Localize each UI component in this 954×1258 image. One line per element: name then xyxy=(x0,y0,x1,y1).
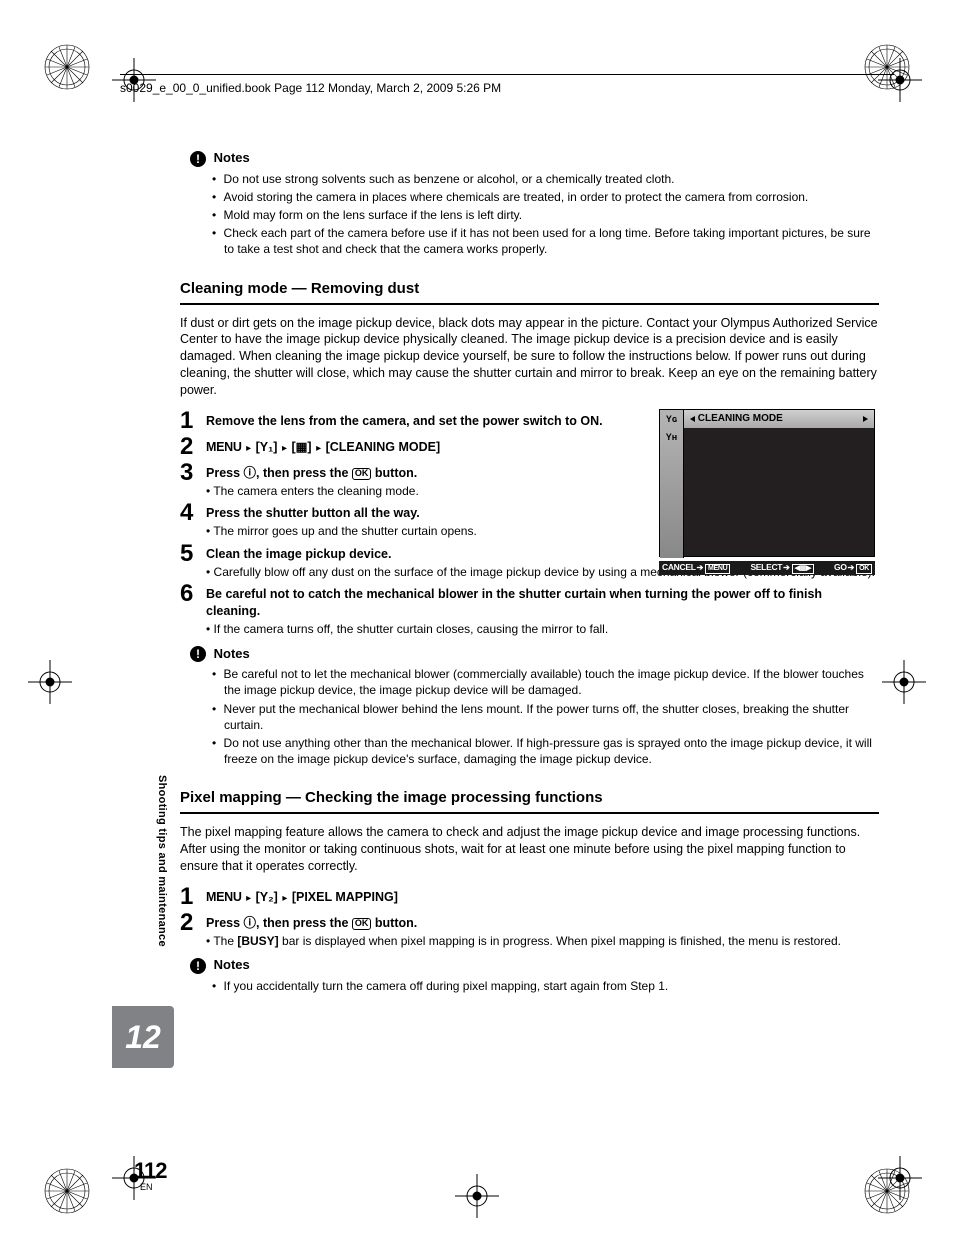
caution-icon: ! xyxy=(190,958,206,974)
step-text: , then press the xyxy=(256,466,352,480)
section-rule xyxy=(180,812,879,814)
section-rule xyxy=(180,303,879,305)
section-paragraph: The pixel mapping feature allows the cam… xyxy=(180,824,879,875)
path-arrow-icon: ▸ xyxy=(281,443,288,454)
section-title: Cleaning mode ― Removing dust xyxy=(180,280,879,297)
footer-cancel: CANCEL xyxy=(662,562,696,572)
menu-label: MENU xyxy=(206,440,242,454)
steps-container: 1 MENU ▸ [Y₂] ▸ [PIXEL MAPPING] 2 Press … xyxy=(180,885,879,949)
page-number: 112 xyxy=(134,1158,167,1184)
notes-label: Notes xyxy=(214,150,250,165)
step-text: Be careful not to catch the mechanical b… xyxy=(206,587,822,618)
caution-icon: ! xyxy=(190,151,206,167)
dpad-icon: ⓘ xyxy=(244,916,257,930)
step-number: 4 xyxy=(180,501,206,525)
step-text: , then press the xyxy=(256,916,352,930)
step-row: 2 Press ⓘ, then press the OK button. The… xyxy=(180,911,879,949)
section-paragraph: If dust or dirt gets on the image pickup… xyxy=(180,315,879,399)
screen-footer: CANCEL➔MENU SELECT➔◀▦▶ GO➔OK xyxy=(659,561,875,575)
cropmark-icon xyxy=(878,1156,922,1200)
path-arrow-icon: ▸ xyxy=(245,443,252,454)
lcd-screen: Yɢ Yн CLEANING MODE xyxy=(659,409,875,557)
regmark-icon xyxy=(42,42,92,92)
screen-titlebar: CLEANING MODE xyxy=(684,410,874,428)
footer-go: GO xyxy=(834,562,847,572)
notes-label: Notes xyxy=(214,646,250,661)
step-row: 6 Be careful not to catch the mechanical… xyxy=(180,582,879,637)
menu-path: [Y₁] xyxy=(256,440,278,454)
step-number: 3 xyxy=(180,461,206,485)
step-number: 1 xyxy=(180,409,206,433)
content-area: ! Notes Do not use strong solvents such … xyxy=(180,150,879,996)
step-text: button. xyxy=(371,466,417,480)
step-number: 1 xyxy=(180,885,206,909)
screen-illustration: Yɢ Yн CLEANING MODE CANCEL➔MENU SELECT➔◀… xyxy=(659,409,875,575)
cropmark-icon xyxy=(28,660,72,704)
step-text: button. xyxy=(371,916,417,930)
footer-select: SELECT xyxy=(750,562,782,572)
caution-icon: ! xyxy=(190,646,206,662)
step-number: 2 xyxy=(180,435,206,459)
footer-menu-btn: MENU xyxy=(705,564,730,574)
notes-heading: ! Notes xyxy=(190,150,879,167)
triangle-right-icon xyxy=(863,416,868,422)
notes-heading: ! Notes xyxy=(190,646,879,663)
note-item: Check each part of the camera before use… xyxy=(224,225,879,257)
note-item: Avoid storing the camera in places where… xyxy=(224,189,879,205)
note-item: Be careful not to let the mechanical blo… xyxy=(224,666,879,698)
sidebar-icon-h: Yн xyxy=(663,432,681,446)
screen-sidebar: Yɢ Yн xyxy=(660,410,684,558)
dpad-icon: ⓘ xyxy=(244,466,257,480)
running-head: s0029_e_00_0_unified.book Page 112 Monda… xyxy=(120,74,894,95)
step-text: Remove the lens from the camera, and set… xyxy=(206,414,603,428)
step-text: Clean the image pickup device. xyxy=(206,547,391,561)
footer-pad-icon: ◀▦▶ xyxy=(792,564,814,574)
step-row: 1 MENU ▸ [Y₂] ▸ [PIXEL MAPPING] xyxy=(180,885,879,909)
note-item: Do not use anything other than the mecha… xyxy=(224,735,879,767)
path-arrow-icon: ▸ xyxy=(315,443,322,454)
steps-container: Yɢ Yн CLEANING MODE CANCEL➔MENU SELECT➔◀… xyxy=(180,409,879,638)
section-title: Pixel mapping ― Checking the image proce… xyxy=(180,789,879,806)
note-item: If you accidentally turn the camera off … xyxy=(224,978,879,994)
step-text: Press the shutter button all the way. xyxy=(206,506,420,520)
busy-label: [BUSY] xyxy=(237,934,278,948)
path-arrow-icon: ▸ xyxy=(245,893,252,904)
side-section-label: Shooting tips and maintenance xyxy=(156,775,168,947)
chapter-number: 12 xyxy=(125,1019,161,1056)
notes-list: Be careful not to let the mechanical blo… xyxy=(224,666,879,767)
notes-label: Notes xyxy=(214,957,250,972)
step-number: 2 xyxy=(180,911,206,935)
manual-page: s0029_e_00_0_unified.book Page 112 Monda… xyxy=(0,0,954,1258)
step-text: Press xyxy=(206,466,244,480)
menu-path: [Y₂] xyxy=(256,890,278,904)
menu-path: [CLEANING MODE] xyxy=(326,440,441,454)
sidebar-icon-g: Yɢ xyxy=(663,414,681,428)
triangle-left-icon xyxy=(690,416,695,422)
note-item: Do not use strong solvents such as benze… xyxy=(224,171,879,187)
ok-button-icon: OK xyxy=(352,918,372,930)
footer-ok-btn: OK xyxy=(856,564,872,574)
screen-title: CLEANING MODE xyxy=(698,413,783,424)
notes-list: If you accidentally turn the camera off … xyxy=(224,978,879,994)
menu-path: [▦] xyxy=(291,440,311,454)
ok-button-icon: OK xyxy=(352,468,372,480)
cropmark-icon xyxy=(455,1174,499,1218)
step-number: 5 xyxy=(180,542,206,566)
step-sub: The [BUSY] bar is displayed when pixel m… xyxy=(206,934,879,950)
menu-label: MENU xyxy=(206,890,242,904)
menu-path: [PIXEL MAPPING] xyxy=(292,890,398,904)
language-code: EN xyxy=(140,1182,153,1192)
chapter-tab: 12 xyxy=(112,1006,174,1068)
notes-heading: ! Notes xyxy=(190,957,879,974)
regmark-icon xyxy=(42,1166,92,1216)
note-item: Never put the mechanical blower behind t… xyxy=(224,701,879,733)
step-sub: If the camera turns off, the shutter cur… xyxy=(206,622,879,638)
running-head-text: s0029_e_00_0_unified.book Page 112 Monda… xyxy=(120,81,501,95)
step-text: Press xyxy=(206,916,244,930)
cropmark-icon xyxy=(882,660,926,704)
path-arrow-icon: ▸ xyxy=(281,893,288,904)
step-number: 6 xyxy=(180,582,206,606)
notes-list: Do not use strong solvents such as benze… xyxy=(224,171,879,258)
note-item: Mold may form on the lens surface if the… xyxy=(224,207,879,223)
